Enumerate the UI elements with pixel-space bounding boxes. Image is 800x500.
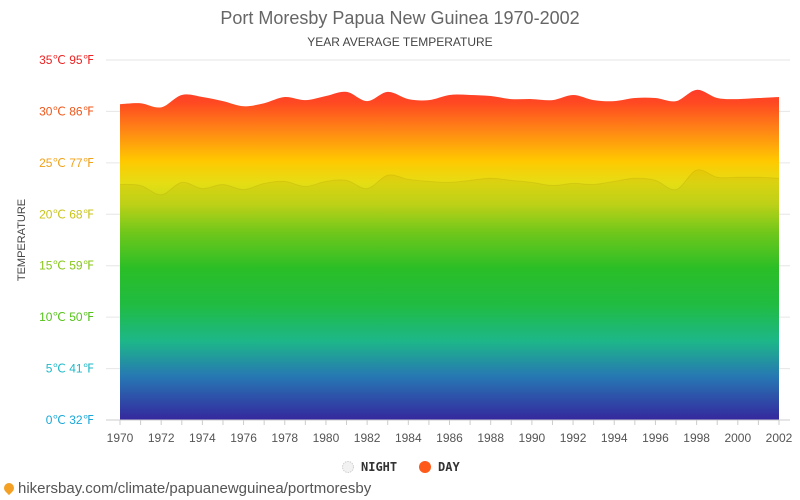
chart-title: Port Moresby Papua New Guinea 1970-2002 [220,8,579,28]
x-tick-label: 1996 [642,431,669,445]
y-tick-label: 20℃ 68℉ [39,207,94,221]
location-pin-icon [1,480,17,496]
x-tick-label: 1978 [271,431,298,445]
x-tick-label: 2002 [766,431,793,445]
source-url[interactable]: hikersbay.com/climate/papuanewguinea/por… [18,480,372,497]
x-tick-label: 1988 [477,431,504,445]
legend-label[interactable]: NIGHT [361,460,397,474]
legend: NIGHT DAY [342,460,460,474]
legend-marker-night [342,461,354,473]
x-tick-label: 1984 [395,431,422,445]
source-footer[interactable]: hikersbay.com/climate/papuanewguinea/por… [1,480,372,497]
y-tick-label: 35℃ 95℉ [39,53,94,67]
x-tick-label: 1990 [519,431,546,445]
x-tick-label: 2000 [724,431,751,445]
series-areas [119,89,780,421]
x-tick-label: 1974 [189,431,216,445]
temperature-chart: Port Moresby Papua New Guinea 1970-2002 … [16,8,793,474]
series-area-day [120,89,779,421]
x-tick-label: 1970 [107,431,134,445]
y-tick-label: 15℃ 59℉ [39,259,94,273]
y-tick-label: 25℃ 77℉ [39,156,94,170]
legend-marker-day [419,461,431,473]
y-tick-label: 0℃ 32℉ [46,413,94,427]
x-tick-label: 1998 [683,431,710,445]
x-tick-label: 1992 [560,431,587,445]
y-tick-label: 30℃ 86℉ [39,104,94,118]
y-tick-label: 5℃ 41℉ [46,362,94,376]
x-tick-label: 1976 [230,431,257,445]
series-line-night [119,169,780,196]
x-tick-label: 1986 [436,431,463,445]
x-tick-label: 1980 [313,431,340,445]
x-tick-label: 1994 [601,431,628,445]
x-axis: 1970 1972 1974 1976 1978 1980 1982 1984 1986 1988… [106,419,793,445]
y-axis-ticks: 0℃ 32℉ 5℃ 41℉ 10℃ 50℉ 15℃ 59℉ 20℃ 68℉ 25℃ 77℉… [39,53,94,427]
x-tick-label: 1982 [354,431,381,445]
series-area-night [120,169,779,420]
legend-label[interactable]: DAY [438,460,460,474]
y-tick-label: 10℃ 50℉ [39,310,94,324]
chart-subtitle: YEAR AVERAGE TEMPERATURE [307,35,492,49]
x-tick-label: 1972 [148,431,175,445]
y-axis-label: TEMPERATURE [16,199,28,281]
